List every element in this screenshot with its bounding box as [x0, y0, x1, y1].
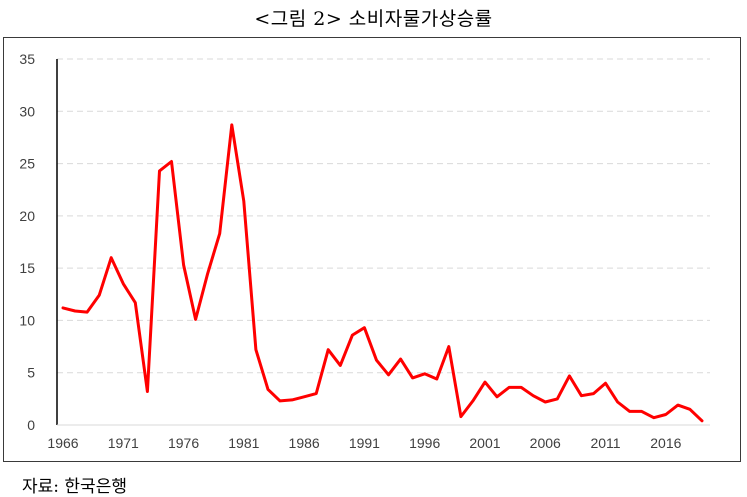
y-tick-label: 0 — [27, 417, 35, 433]
x-tick-label: 1986 — [289, 435, 320, 451]
x-tick-label: 1981 — [228, 435, 259, 451]
series-line — [61, 123, 704, 423]
x-tick-label: 2006 — [530, 435, 561, 451]
chart-frame — [3, 37, 741, 462]
y-tick-label: 10 — [19, 312, 35, 328]
y-tick-label: 20 — [19, 208, 35, 224]
x-tick-label: 1991 — [349, 435, 380, 451]
x-tick-label: 1976 — [168, 435, 199, 451]
x-tick-label: 1971 — [108, 435, 139, 451]
y-tick-label: 30 — [19, 103, 35, 119]
x-tick-label: 1966 — [47, 435, 78, 451]
x-tick-label: 2016 — [650, 435, 681, 451]
page-title: <그림 2> 소비자물가상승률 — [254, 8, 493, 30]
y-tick-label: 5 — [27, 365, 35, 381]
x-tick-label: 2011 — [590, 435, 620, 451]
y-tick-label: 15 — [19, 260, 35, 276]
x-tick-label: 2001 — [469, 435, 500, 451]
y-tick-label: 25 — [19, 156, 35, 172]
y-tick-label: 35 — [19, 51, 35, 67]
x-tick-label: 1996 — [409, 435, 440, 451]
source-note: 자료: 한국은행 — [22, 477, 127, 497]
